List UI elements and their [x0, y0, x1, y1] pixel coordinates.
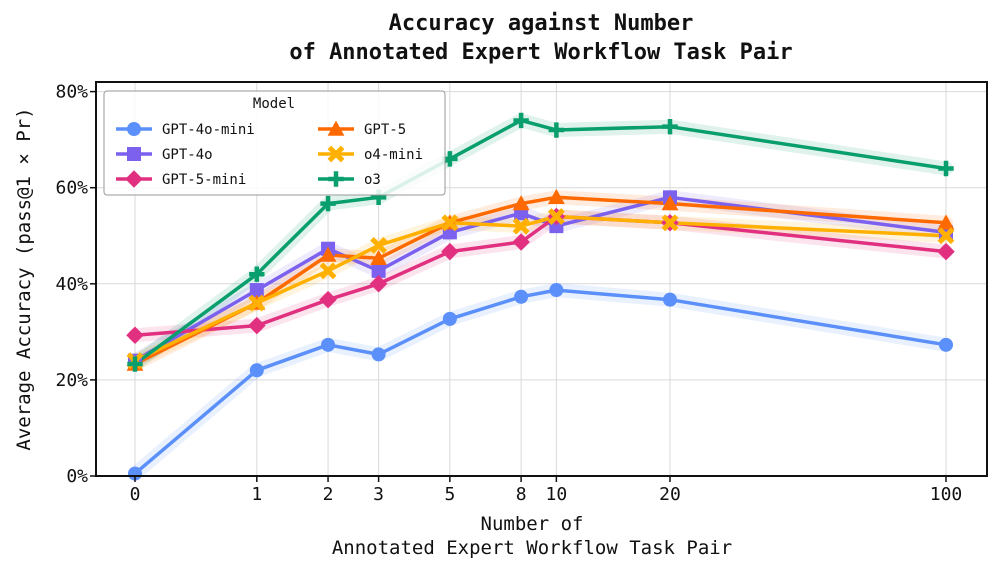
data-point — [369, 275, 388, 293]
data-point — [548, 122, 565, 138]
y-tick-label: 60% — [55, 178, 88, 199]
data-point — [319, 246, 337, 262]
data-point — [321, 337, 336, 352]
x-tick-label: 3 — [373, 484, 384, 505]
data-point — [512, 195, 530, 211]
data-point — [938, 160, 954, 177]
data-point — [127, 147, 141, 161]
data-point — [512, 217, 530, 235]
data-point — [371, 263, 386, 278]
data-point — [547, 188, 565, 205]
data-point — [320, 195, 336, 212]
y-tick-label: 0% — [66, 466, 88, 487]
y-axis-label: Average Accuracy (pass@1 × Pr) — [13, 107, 35, 450]
data-point — [547, 208, 565, 225]
series-markers — [126, 112, 955, 481]
data-point — [126, 326, 144, 344]
x-tick-label: 8 — [516, 484, 527, 505]
chart-title: Accuracy against Number of Annotated Expe… — [289, 11, 792, 65]
data-point — [248, 316, 266, 335]
x-axis-ticks: 0 1 2 3 5 8 10 20 100 — [130, 476, 963, 505]
data-point — [249, 363, 264, 378]
x-axis-label-line: Number of — [481, 513, 584, 535]
data-point — [125, 170, 143, 188]
data-point — [128, 466, 142, 481]
x-tick-label: 5 — [444, 484, 455, 505]
plot-frame — [95, 81, 988, 477]
data-point — [514, 289, 529, 304]
x-tick-label: 100 — [930, 484, 963, 505]
data-point — [549, 283, 564, 298]
x-tick-label: 20 — [659, 484, 681, 505]
legend: Model GPT-4o-mini GPT-4o GPT-5-mini GPT-5 o4-… — [103, 90, 446, 196]
chart-title-line: Accuracy against Number — [389, 11, 694, 36]
data-point — [662, 118, 678, 135]
data-point — [937, 227, 955, 245]
legend-label: o3 — [364, 172, 381, 188]
data-point — [249, 283, 264, 298]
legend-label: GPT-4o-mini — [162, 122, 255, 138]
data-point — [319, 262, 337, 280]
data-point — [663, 292, 678, 307]
data-point — [661, 195, 679, 211]
data-point — [328, 171, 344, 187]
x-tick-label: 1 — [251, 484, 262, 505]
data-point — [127, 356, 143, 372]
data-point — [937, 214, 955, 230]
data-point — [661, 214, 679, 232]
y-tick-label: 20% — [55, 370, 88, 391]
x-tick-label: 10 — [546, 484, 568, 505]
data-point — [370, 249, 388, 266]
data-point — [127, 122, 141, 136]
x-tick-label: 0 — [130, 484, 141, 505]
x-tick-label: 2 — [323, 484, 334, 505]
legend-label: o4-mini — [364, 147, 423, 163]
data-point — [513, 112, 529, 129]
x-axis-label-line: Annotated Expert Workflow Task Pair — [332, 537, 732, 559]
data-point — [371, 347, 386, 362]
y-tick-label: 80% — [55, 82, 88, 103]
legend-label: GPT-5-mini — [162, 172, 246, 188]
data-point — [327, 120, 345, 136]
data-point — [248, 294, 266, 312]
y-tick-label: 40% — [55, 274, 88, 295]
data-point — [249, 266, 265, 282]
legend-title: Model — [253, 96, 295, 112]
data-point — [937, 242, 955, 261]
legend-label: GPT-5 — [364, 122, 406, 138]
data-point — [442, 311, 457, 326]
data-point — [319, 290, 337, 309]
legend-label: GPT-4o — [162, 147, 213, 163]
legend-box — [103, 90, 446, 196]
data-point — [441, 214, 459, 232]
data-point — [441, 242, 459, 261]
data-point — [370, 236, 388, 254]
data-point — [512, 233, 530, 251]
y-axis-ticks: 0% 20% 40% 60% 80% — [55, 82, 96, 487]
data-point — [939, 337, 953, 352]
data-point — [327, 145, 345, 163]
chart-title-line: of Annotated Expert Workflow Task Pair — [289, 40, 792, 65]
